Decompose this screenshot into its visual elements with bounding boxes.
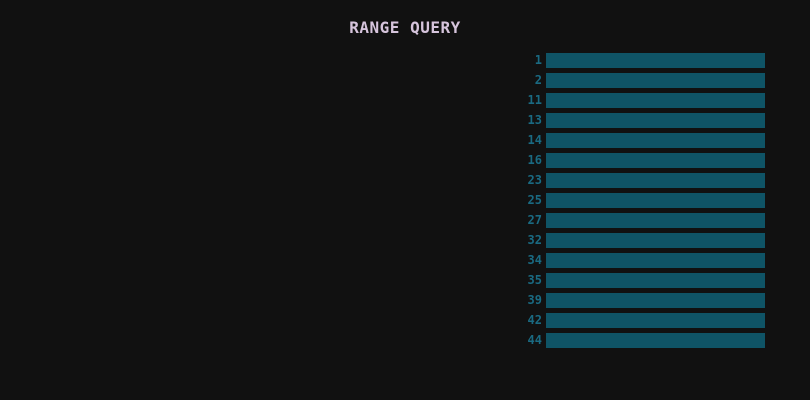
key-bar [546, 72, 765, 88]
key-label: 13 [527, 113, 542, 127]
key-bar [546, 172, 765, 188]
key-row: 35 [500, 272, 772, 288]
key-row: 13 [500, 112, 772, 128]
key-bar [546, 92, 765, 108]
key-row: 44 [500, 332, 772, 348]
key-label: 27 [527, 213, 542, 227]
key-row: 2 [500, 72, 772, 88]
key-row: 11 [500, 92, 772, 108]
key-row: 32 [500, 232, 772, 248]
key-label: 11 [527, 93, 542, 107]
key-row: 16 [500, 152, 772, 168]
key-bar [546, 52, 765, 68]
key-bar [546, 132, 765, 148]
key-label: 34 [527, 253, 542, 267]
key-bar [546, 152, 765, 168]
key-row: 42 [500, 312, 772, 328]
key-bar [546, 332, 765, 348]
key-row: 27 [500, 212, 772, 228]
key-list: 1 2 11 13 14 16 23 25 [500, 52, 772, 352]
key-label: 2 [534, 73, 542, 87]
key-row: 34 [500, 252, 772, 268]
key-row: 14 [500, 132, 772, 148]
key-label: 1 [534, 53, 542, 67]
key-row: 23 [500, 172, 772, 188]
key-label: 14 [527, 133, 542, 147]
key-bar [546, 232, 765, 248]
key-bar [546, 292, 765, 308]
key-bar [546, 112, 765, 128]
key-row: 1 [500, 52, 772, 68]
key-row: 39 [500, 292, 772, 308]
page-title: RANGE QUERY [349, 18, 461, 37]
key-label: 23 [527, 173, 542, 187]
key-bar [546, 192, 765, 208]
key-label: 32 [527, 233, 542, 247]
key-label: 25 [527, 193, 542, 207]
key-label: 39 [527, 293, 542, 307]
key-bar [546, 212, 765, 228]
key-bar [546, 312, 765, 328]
key-label: 42 [527, 313, 542, 327]
key-row: 25 [500, 192, 772, 208]
key-label: 16 [527, 153, 542, 167]
key-bar [546, 272, 765, 288]
key-bar [546, 252, 765, 268]
key-label: 44 [527, 333, 542, 347]
key-label: 35 [527, 273, 542, 287]
